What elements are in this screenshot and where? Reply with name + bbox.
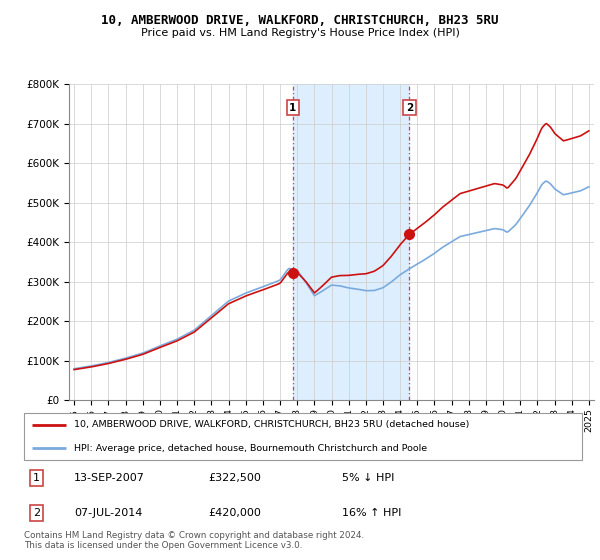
FancyBboxPatch shape <box>24 413 582 460</box>
Text: Price paid vs. HM Land Registry's House Price Index (HPI): Price paid vs. HM Land Registry's House … <box>140 28 460 38</box>
Text: 1: 1 <box>289 102 296 113</box>
Text: Contains HM Land Registry data © Crown copyright and database right 2024.
This d: Contains HM Land Registry data © Crown c… <box>24 531 364 550</box>
Text: £322,500: £322,500 <box>208 473 261 483</box>
Text: 10, AMBERWOOD DRIVE, WALKFORD, CHRISTCHURCH, BH23 5RU: 10, AMBERWOOD DRIVE, WALKFORD, CHRISTCHU… <box>101 14 499 27</box>
Text: 07-JUL-2014: 07-JUL-2014 <box>74 508 143 518</box>
Text: 16% ↑ HPI: 16% ↑ HPI <box>342 508 401 518</box>
Text: 2: 2 <box>33 508 40 518</box>
Text: HPI: Average price, detached house, Bournemouth Christchurch and Poole: HPI: Average price, detached house, Bour… <box>74 444 427 453</box>
Text: 13-SEP-2007: 13-SEP-2007 <box>74 473 145 483</box>
Text: 10, AMBERWOOD DRIVE, WALKFORD, CHRISTCHURCH, BH23 5RU (detached house): 10, AMBERWOOD DRIVE, WALKFORD, CHRISTCHU… <box>74 420 470 429</box>
Text: 1: 1 <box>33 473 40 483</box>
Text: 5% ↓ HPI: 5% ↓ HPI <box>342 473 394 483</box>
Text: £420,000: £420,000 <box>208 508 261 518</box>
Text: 2: 2 <box>406 102 413 113</box>
Bar <box>293 84 409 400</box>
